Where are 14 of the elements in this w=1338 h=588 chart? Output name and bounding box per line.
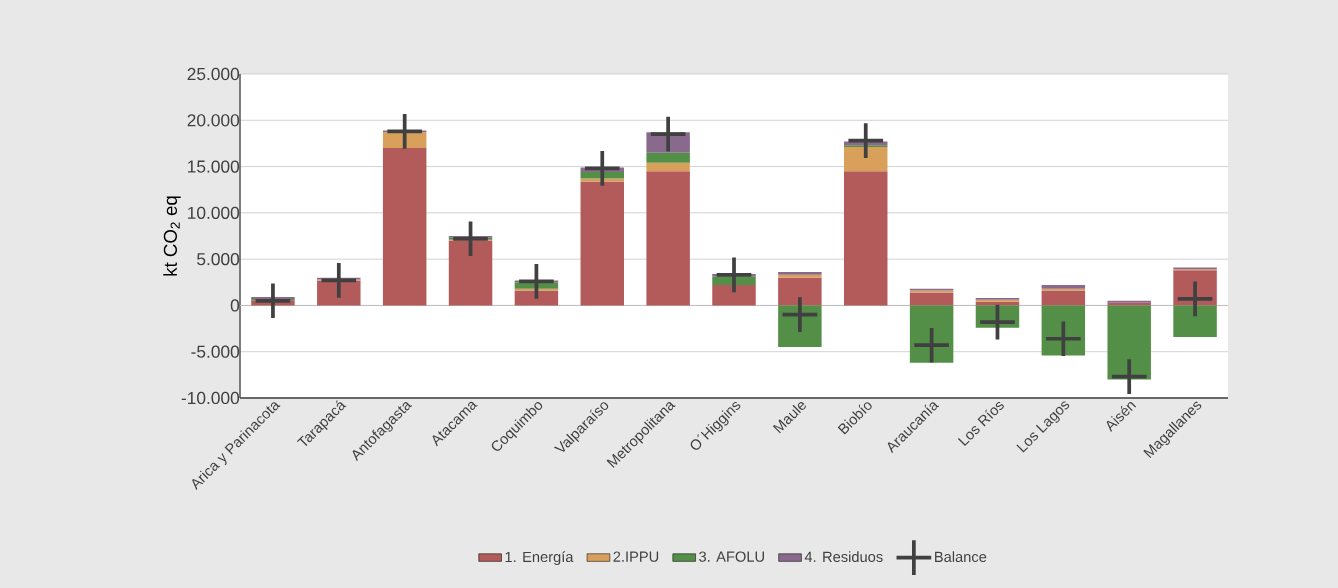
y-axis-title: kt CO$_{2}$ eq bbox=[163, 196, 181, 276]
y-tick-label: 20.000 bbox=[187, 114, 240, 127]
y-tick-label: 25.000 bbox=[187, 67, 240, 81]
y-tick-label: -5.000 bbox=[191, 345, 240, 358]
y-tick-label: -10.000 bbox=[181, 391, 240, 405]
y-tick-label: 15.000 bbox=[188, 160, 240, 173]
y-tick-label: 0 bbox=[230, 299, 240, 312]
legend-label: 3. AFOLU bbox=[699, 551, 764, 562]
legend-label: 1. Energía bbox=[505, 551, 574, 565]
legend-label: 2.IPPU bbox=[613, 551, 659, 562]
legend-label: 4. Residuos bbox=[804, 551, 883, 563]
y-tick-label: 5.000 bbox=[197, 252, 240, 266]
y-tick-label: 10.000 bbox=[188, 206, 240, 219]
legend-label: Balance bbox=[935, 551, 987, 563]
